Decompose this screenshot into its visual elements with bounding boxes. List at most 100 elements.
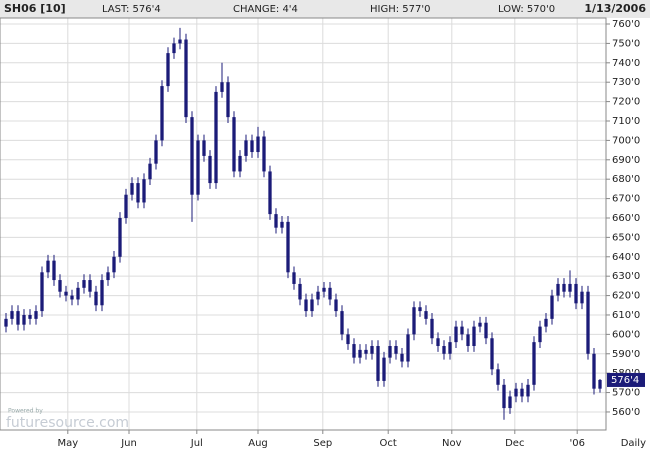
candle-body xyxy=(40,272,44,312)
plot-frame xyxy=(0,17,607,431)
candle-body xyxy=(94,291,98,306)
low: LOW: 570'0 xyxy=(498,4,555,15)
candle-body xyxy=(304,299,308,312)
candle-body xyxy=(502,384,506,409)
candle-body xyxy=(220,82,224,92)
candle-body xyxy=(112,256,116,273)
x-tick-label: '06 xyxy=(569,438,584,449)
y-tick-label: 650'0 xyxy=(612,232,640,243)
candle-body xyxy=(226,82,230,118)
y-tick-label: 590'0 xyxy=(612,349,640,360)
y-tick-label: 630'0 xyxy=(612,271,640,282)
y-tick-label: 660'0 xyxy=(612,213,640,224)
candle-body xyxy=(508,396,512,409)
y-tick-label: 760'0 xyxy=(612,19,640,30)
candle-body xyxy=(76,287,80,300)
candle-body xyxy=(490,338,494,370)
candle-body xyxy=(460,326,464,335)
last: LAST: 576'4 xyxy=(102,4,161,15)
x-tick-label: Jul xyxy=(190,438,203,449)
candle-body xyxy=(412,307,416,335)
watermark: futuresource.com xyxy=(6,415,129,431)
candle-body xyxy=(46,260,50,273)
candle-body xyxy=(310,299,314,312)
candle-body xyxy=(556,283,560,296)
candle-body xyxy=(580,291,584,304)
x-tick-label: Sep xyxy=(313,438,332,449)
candle-body xyxy=(274,214,278,228)
y-tick-label: 720'0 xyxy=(612,97,640,108)
candles xyxy=(4,27,602,420)
candle-body xyxy=(244,140,248,156)
candle-body xyxy=(358,349,362,358)
x-tick-label: Oct xyxy=(380,438,397,449)
candle-body xyxy=(172,43,176,54)
y-tick-label: 740'0 xyxy=(612,58,640,69)
candle-body xyxy=(388,346,392,358)
candle-body xyxy=(544,318,548,327)
y-tick-label: 640'0 xyxy=(612,252,640,263)
candle-body xyxy=(142,179,146,203)
candle-body xyxy=(34,311,38,319)
candle-body xyxy=(184,39,188,118)
candle-body xyxy=(520,388,524,397)
candle-body xyxy=(568,283,572,292)
candle-body xyxy=(424,311,428,319)
candle-body xyxy=(376,346,380,381)
candle-body xyxy=(466,334,470,347)
grid xyxy=(0,18,606,430)
candle-body xyxy=(574,283,578,304)
candle-body xyxy=(316,291,320,300)
candle-body xyxy=(298,283,302,300)
candle-body xyxy=(286,221,290,273)
candle-body xyxy=(4,318,8,327)
candle-body xyxy=(340,311,344,335)
candle-body xyxy=(592,353,596,389)
candle-body xyxy=(178,39,182,44)
candle-body xyxy=(538,326,542,343)
candle-body xyxy=(562,283,566,292)
candle-body xyxy=(364,349,368,354)
candle-body xyxy=(448,342,452,354)
last-price-box xyxy=(607,372,645,387)
x-tick-label: Nov xyxy=(442,438,462,449)
y-tick-label: 670'0 xyxy=(612,194,640,205)
candle-body xyxy=(208,155,212,184)
candle-body xyxy=(262,136,266,172)
header: SH06 [10] LAST: 576'4 CHANGE: 4'4 HIGH: … xyxy=(0,0,650,18)
last-price-label: 576'4 xyxy=(611,375,639,386)
candle-body xyxy=(10,311,14,319)
x-tick-label: Aug xyxy=(248,438,268,449)
candle-body xyxy=(58,280,62,292)
candle-body xyxy=(514,388,518,397)
candle-body xyxy=(406,334,410,362)
candle-body xyxy=(268,171,272,215)
candle-body xyxy=(124,194,128,218)
high: HIGH: 577'0 xyxy=(370,4,430,15)
candle-body xyxy=(100,280,104,306)
candle-body xyxy=(442,346,446,354)
candle-body xyxy=(160,86,164,141)
candle-body xyxy=(52,260,56,281)
candle-body xyxy=(196,140,200,195)
candle-body xyxy=(238,155,242,172)
candle-body xyxy=(166,53,170,87)
candle-body xyxy=(70,295,74,300)
y-tick-label: 620'0 xyxy=(612,291,640,302)
x-tick-label: May xyxy=(57,438,78,449)
candle-body xyxy=(454,326,458,343)
period: Daily xyxy=(621,438,646,449)
y-tick-label: 710'0 xyxy=(612,116,640,127)
candle-body xyxy=(16,311,20,325)
candle-body xyxy=(214,91,218,184)
candle-body xyxy=(370,346,374,354)
y-tick-label: 600'0 xyxy=(612,329,640,340)
candle-body xyxy=(292,272,296,284)
candle-body xyxy=(328,287,332,300)
candle-body xyxy=(106,272,110,281)
candle-body xyxy=(64,291,68,296)
change: CHANGE: 4'4 xyxy=(233,4,298,15)
symbol: SH06 [10] xyxy=(4,2,66,15)
